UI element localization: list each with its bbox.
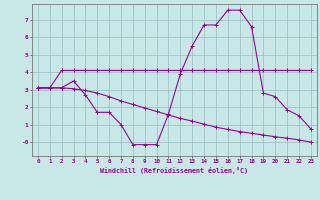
X-axis label: Windchill (Refroidissement éolien,°C): Windchill (Refroidissement éolien,°C) xyxy=(100,167,248,174)
